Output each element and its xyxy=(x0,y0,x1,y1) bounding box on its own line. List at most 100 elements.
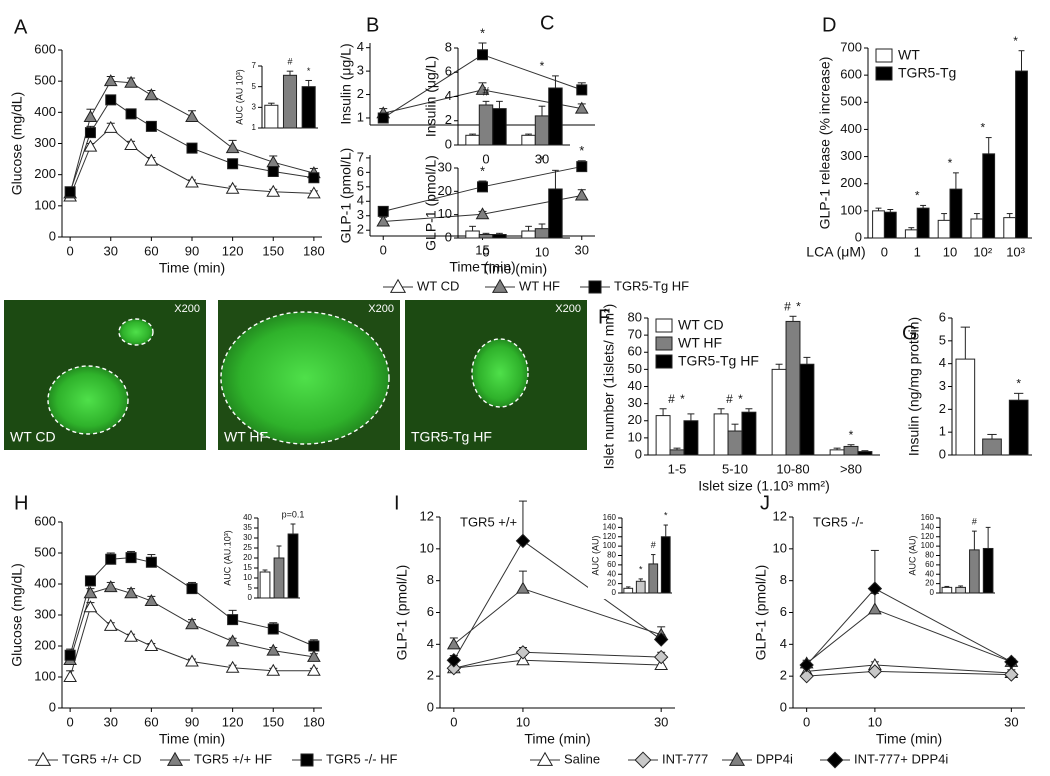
y-tick-label: 15 xyxy=(243,563,252,572)
y-axis-label: GLP-1 (pmol/L) xyxy=(338,148,354,244)
y-tick-label: 3 xyxy=(939,378,946,393)
marker xyxy=(653,632,669,647)
y-tick-label: 0 xyxy=(445,136,452,151)
y-tick-label: 0 xyxy=(780,699,787,714)
bar xyxy=(969,549,980,594)
bar xyxy=(534,115,550,146)
x-tick-label: 30 xyxy=(535,151,549,166)
marker xyxy=(185,175,199,188)
x-tick-label: 10³ xyxy=(1006,244,1025,259)
y-tick-label: 20 xyxy=(925,579,934,588)
y-tick-label: 0 xyxy=(612,588,617,597)
legend-label: TGR5 +/+ HF xyxy=(194,751,272,766)
y-tick-label: 30 xyxy=(243,533,252,542)
y-tick-label: 500 xyxy=(34,73,56,88)
y-tick-label: 2 xyxy=(445,112,452,127)
marker xyxy=(63,669,77,682)
legend-swatch xyxy=(655,354,673,369)
marker xyxy=(64,649,76,661)
y-tick-label: 10 xyxy=(243,573,252,582)
marker xyxy=(225,181,240,194)
bar xyxy=(635,580,646,594)
legend-label: TGR5 -/- HF xyxy=(326,751,398,766)
bar xyxy=(857,451,873,456)
marker xyxy=(307,649,321,662)
bar xyxy=(771,368,787,456)
x-tick-label: 5-10 xyxy=(722,461,748,476)
marker xyxy=(103,120,118,133)
marker xyxy=(103,618,118,631)
bar xyxy=(872,210,885,239)
annotation: * xyxy=(1013,34,1018,48)
bar xyxy=(521,230,536,239)
marker xyxy=(799,657,814,673)
y-tick-label: 10 xyxy=(628,429,642,444)
bar xyxy=(465,230,480,239)
y-tick-label: 0 xyxy=(427,699,434,714)
bar xyxy=(683,420,699,456)
legend-marker xyxy=(389,278,407,293)
y-tick-label: 200 xyxy=(34,637,56,652)
x-tick-label: 15 xyxy=(475,242,489,257)
bar xyxy=(904,229,918,239)
bar xyxy=(843,445,859,456)
y-axis-label: AUC (AU.10³) xyxy=(222,530,232,586)
chart-title: TGR5 +/+ xyxy=(460,514,517,529)
marker xyxy=(267,166,279,178)
marker xyxy=(185,654,199,667)
bar xyxy=(1015,70,1028,239)
legend-marker xyxy=(634,751,652,769)
y-tick-label: 60 xyxy=(925,560,934,569)
y-tick-label: 10 xyxy=(438,206,452,221)
x-tick-label: 180 xyxy=(303,243,325,258)
marker xyxy=(266,643,281,656)
y-tick-label: 3 xyxy=(357,63,364,78)
marker xyxy=(446,661,462,676)
y-tick-label: 5 xyxy=(252,82,257,91)
y-axis-label: Insulin (μg/L) xyxy=(423,56,439,137)
y-axis-label: AUC (AU) xyxy=(907,535,917,575)
marker xyxy=(145,120,157,132)
y-tick-label: 3 xyxy=(357,207,364,222)
marker xyxy=(103,74,118,87)
marker xyxy=(799,668,814,684)
legend-label: DPP4i xyxy=(756,751,793,766)
y-axis-label: Insulin (μg/L) xyxy=(338,43,354,124)
magnification: X200 xyxy=(174,303,200,315)
bar xyxy=(916,207,930,239)
legend-label: INT-777 xyxy=(662,751,708,766)
y-tick-label: 0 xyxy=(248,593,253,602)
y-tick-label: 8 xyxy=(427,572,434,587)
x-axis-label: Time (min) xyxy=(524,731,590,747)
marker xyxy=(83,600,98,613)
x-tick-label: 150 xyxy=(262,714,284,729)
marker xyxy=(83,139,98,152)
bar xyxy=(955,358,976,456)
x-tick-label: 10-80 xyxy=(776,461,809,476)
bar xyxy=(799,363,815,456)
y-axis-label: AUC (AU) xyxy=(590,535,600,575)
marker xyxy=(124,75,138,88)
panel-letter: A xyxy=(14,16,28,38)
x-tick-label: 30 xyxy=(654,714,668,729)
y-tick-label: 160 xyxy=(921,513,935,522)
x-axis-label: Time (min) xyxy=(159,731,225,747)
annotation: # xyxy=(287,57,292,67)
bar xyxy=(727,430,743,456)
y-tick-label: 8 xyxy=(445,39,452,54)
marker xyxy=(446,653,462,668)
x-axis-label: Time (min) xyxy=(481,261,547,277)
legend-label: TGR5-Tg HF xyxy=(678,353,759,369)
x-tick-label: 0 xyxy=(380,242,387,257)
bar xyxy=(741,411,757,456)
y-tick-label: 400 xyxy=(840,121,862,136)
annotation: * xyxy=(307,66,311,76)
marker xyxy=(574,188,589,201)
marker xyxy=(124,629,138,642)
marker xyxy=(654,658,669,671)
y-tick-label: 200 xyxy=(34,166,56,181)
bar xyxy=(982,547,994,594)
annotation: # xyxy=(483,85,490,99)
marker xyxy=(144,88,159,101)
y-tick-label: 6 xyxy=(357,164,364,179)
